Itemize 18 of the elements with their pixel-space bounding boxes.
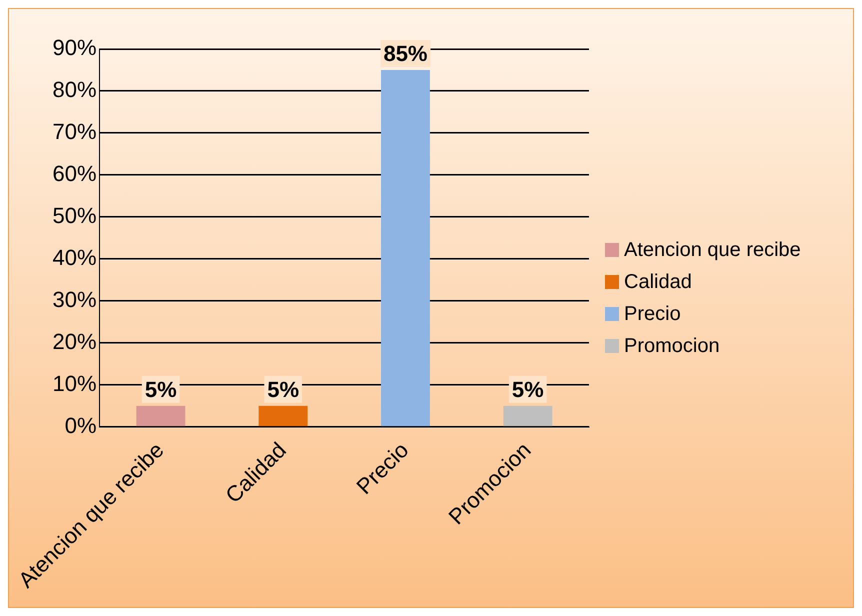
- y-tick-label: 0%: [64, 412, 97, 438]
- legend-label: Atencion que recibe: [624, 238, 801, 262]
- y-tick-label: 60%: [52, 161, 97, 186]
- y-tick-label: 80%: [52, 77, 97, 102]
- y-tick-label: 50%: [52, 202, 97, 228]
- legend-label: Calidad: [624, 270, 692, 294]
- y-tick-label: 30%: [52, 286, 97, 312]
- y-tick-label: 70%: [52, 119, 97, 144]
- y-tick-label: 20%: [52, 328, 97, 354]
- data-label: 5%: [144, 376, 177, 402]
- y-tick-label: 40%: [52, 244, 97, 270]
- legend-label: Promocion: [624, 334, 720, 358]
- data-label: 85%: [383, 41, 428, 66]
- y-tick-label: 10%: [52, 370, 97, 396]
- data-label: 5%: [267, 376, 300, 402]
- y-tick-label: 90%: [52, 35, 97, 60]
- data-label: 5%: [512, 376, 544, 402]
- legend-label: Precio: [624, 302, 681, 326]
